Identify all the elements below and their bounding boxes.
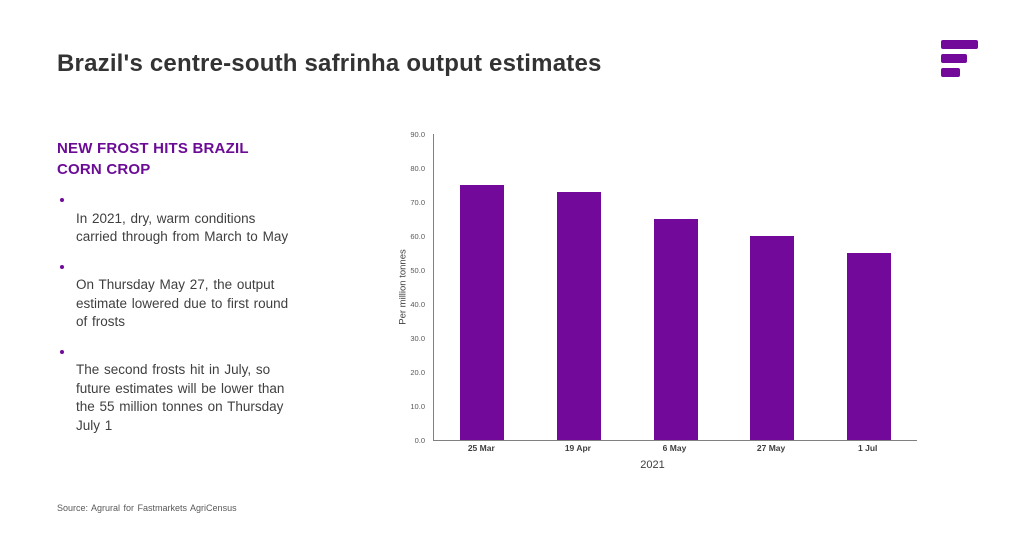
x-tick-label: 1 Jul xyxy=(858,443,878,453)
x-tick-label: 27 May xyxy=(756,443,786,453)
logo-bar-top xyxy=(941,40,978,49)
x-tick-label: 25 Mar xyxy=(467,443,495,453)
bullet-text: The second frosts hit in July, so future… xyxy=(76,362,285,433)
y-tick-label: 20.0 xyxy=(410,368,425,377)
bullet-text: On Thursday May 27, the output estimate … xyxy=(76,277,289,329)
y-tick-label: 90.0 xyxy=(410,130,425,139)
fastmarkets-logo-icon xyxy=(941,40,979,78)
bullet-text: In 2021, dry, warm conditions carried th… xyxy=(76,210,289,245)
x-axis-title: 2021 xyxy=(640,459,665,471)
page-title: Brazil's centre-south safrinha output es… xyxy=(57,50,602,77)
bar-6-may xyxy=(653,219,698,440)
y-tick-label: 60.0 xyxy=(410,232,425,241)
x-tick-label: 6 May xyxy=(662,443,687,453)
bar-chart-plot-area xyxy=(433,134,917,441)
bullet-dot-icon xyxy=(60,264,64,269)
bar-27-may xyxy=(750,236,795,440)
bar-19-apr xyxy=(556,191,601,440)
y-tick-label: 30.0 xyxy=(410,334,425,343)
y-axis-tick-labels: 0.0 10.0 20.0 30.0 40.0 50.0 60.0 70.0 80.0 90.0 xyxy=(389,130,429,445)
y-tick-label: 80.0 xyxy=(410,164,425,173)
bar-1-jul xyxy=(846,253,891,440)
y-tick-label: 40.0 xyxy=(410,300,425,309)
section-heading: NEW FROST HITS BRAZIL CORN CROP xyxy=(57,140,249,178)
bullet-item: In 2021, dry, warm conditions carried th… xyxy=(57,191,357,247)
y-tick-label: 50.0 xyxy=(410,266,425,275)
bullet-dot-icon xyxy=(60,349,64,354)
logo-bar-middle xyxy=(941,54,967,63)
source-note: Source: Agrural for Fastmarkets AgriCens… xyxy=(57,503,237,513)
y-tick-label: 10.0 xyxy=(410,402,425,411)
bullet-dot-icon xyxy=(60,198,64,202)
bar-25-mar xyxy=(460,185,505,440)
logo-bar-bottom xyxy=(941,68,960,77)
x-tick-label: 19 Apr xyxy=(564,443,591,453)
bullet-item: The second frosts hit in July, so future… xyxy=(57,343,357,436)
bullet-item: On Thursday May 27, the output estimate … xyxy=(57,258,357,332)
y-tick-label: 70.0 xyxy=(410,198,425,207)
bullet-list: In 2021, dry, warm conditions carried th… xyxy=(57,191,357,446)
x-axis-tick-labels: 25 Mar 19 Apr 6 May 27 May 1 Jul xyxy=(433,443,916,455)
y-tick-label: 0.0 xyxy=(414,436,425,445)
